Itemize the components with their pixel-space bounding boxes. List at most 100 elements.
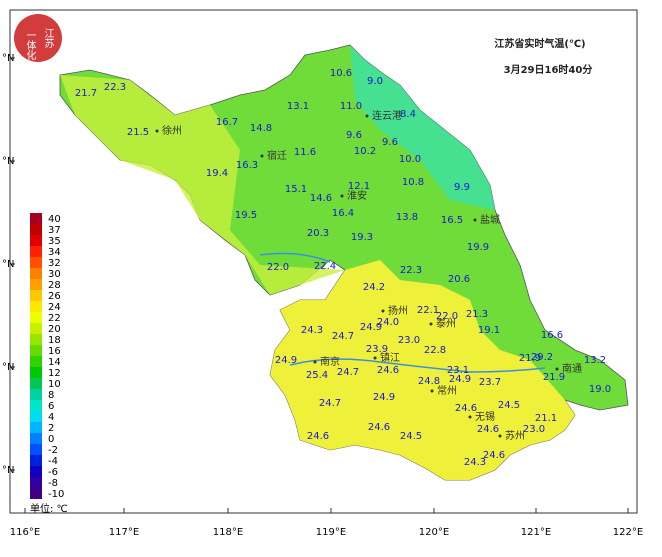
station-value: 24.8 (418, 376, 440, 387)
city-dot (381, 309, 385, 313)
city-name: 扬州 (388, 304, 408, 317)
city-name: 宿迁 (267, 149, 287, 162)
legend-label: -8 (48, 478, 58, 489)
legend-swatch (30, 378, 42, 389)
legend-swatch (30, 455, 42, 466)
legend-swatch (30, 268, 42, 279)
city-name: 无锡 (475, 410, 495, 423)
legend-swatch (30, 345, 42, 356)
logo-text: 江苏 (42, 28, 54, 49)
city-name: 南京 (320, 355, 340, 368)
city-dot (498, 434, 502, 438)
legend-swatch (30, 312, 42, 323)
lon-label: 122°E (613, 527, 643, 538)
station-value: 23.1 (447, 365, 469, 376)
legend-label: 10 (48, 379, 61, 390)
legend-label: 14 (48, 357, 61, 368)
station-value: 24.6 (455, 403, 477, 414)
station-value: 22.3 (104, 82, 126, 93)
station-value: 14.6 (310, 193, 332, 204)
lon-label: 120°E (419, 527, 449, 538)
station-value: 24.9 (373, 392, 395, 403)
station-value: 24.3 (301, 325, 323, 336)
station-value: 24.7 (332, 331, 354, 342)
city-name: 常州 (437, 384, 457, 397)
station-value: 24.9 (360, 322, 382, 333)
legend-label: 12 (48, 368, 61, 379)
legend-label: 2 (48, 423, 54, 434)
legend-label: 28 (48, 280, 61, 291)
station-value: 24.0 (377, 317, 399, 328)
legend-label: -6 (48, 467, 58, 478)
legend-swatch (30, 301, 42, 312)
station-value: 21.1 (535, 413, 557, 424)
station-value: 21.9 (519, 353, 541, 364)
city-dot (468, 415, 472, 419)
logo-text: 一体化 (24, 30, 36, 60)
subtitle: 3月29日16时40分 (504, 63, 593, 76)
station-value: 13.1 (287, 101, 309, 112)
cool-zone (350, 45, 495, 210)
station-value: 10.6 (330, 68, 352, 79)
station-value: 14.8 (250, 123, 272, 134)
station-value: 15.1 (285, 184, 307, 195)
lon-label: 117°E (109, 527, 139, 538)
lat-label: °N (2, 53, 14, 64)
legend-label: 8 (48, 390, 54, 401)
station-value: 21.7 (75, 88, 97, 99)
station-value: 19.4 (206, 168, 228, 179)
legend-swatch (30, 356, 42, 367)
station-value: 13.2 (584, 355, 606, 366)
station-value: 23.9 (366, 344, 388, 355)
legend-unit: 单位: ℃ (30, 502, 68, 515)
station-value: 24.6 (368, 422, 390, 433)
city-name: 淮安 (347, 189, 367, 202)
city-name: 南通 (562, 362, 582, 375)
legend-label: 0 (48, 434, 54, 445)
legend-swatch (30, 411, 42, 422)
legend-swatch (30, 433, 42, 444)
city-name: 连云港 (372, 109, 402, 122)
station-value: 24.2 (363, 282, 385, 293)
station-value: 22.4 (314, 261, 336, 272)
station-value: 24.9 (275, 355, 297, 366)
city-dot (473, 218, 477, 222)
legend-label: 16 (48, 346, 61, 357)
station-value: 24.6 (307, 431, 329, 442)
station-value: 22.3 (400, 265, 422, 276)
station-value: 10.2 (354, 146, 376, 157)
station-value: 8.4 (400, 109, 416, 120)
legend-label: 37 (48, 225, 61, 236)
legend-swatch (30, 477, 42, 488)
legend-swatch (30, 488, 42, 499)
legend-label: 32 (48, 258, 61, 269)
city-dot (555, 367, 559, 371)
lat-label: °N (2, 362, 14, 373)
legend-label: 26 (48, 291, 61, 302)
station-value: 21.3 (466, 309, 488, 320)
city-name: 苏州 (505, 429, 525, 442)
station-value: 11.0 (340, 101, 362, 112)
station-value: 19.3 (351, 232, 373, 243)
legend-swatch (30, 290, 42, 301)
station-value: 9.6 (346, 130, 362, 141)
station-value: 10.0 (399, 154, 421, 165)
lon-label: 118°E (213, 527, 243, 538)
legend-swatch (30, 389, 42, 400)
station-value: 9.6 (382, 137, 398, 148)
station-value: 24.6 (483, 450, 505, 461)
station-value: 9.9 (454, 182, 470, 193)
station-value: 21.5 (127, 127, 149, 138)
legend-label: -2 (48, 445, 58, 456)
legend-label: 6 (48, 401, 54, 412)
city-name: 镇江 (380, 351, 400, 364)
station-value: 20.6 (448, 274, 470, 285)
station-value: 23.0 (523, 424, 545, 435)
station-value: 24.3 (464, 457, 486, 468)
legend-swatch (30, 334, 42, 345)
legend-label: 4 (48, 412, 54, 423)
legend-swatch (30, 323, 42, 334)
lat-label: °N (2, 465, 14, 476)
lat-label: °N (2, 259, 14, 270)
